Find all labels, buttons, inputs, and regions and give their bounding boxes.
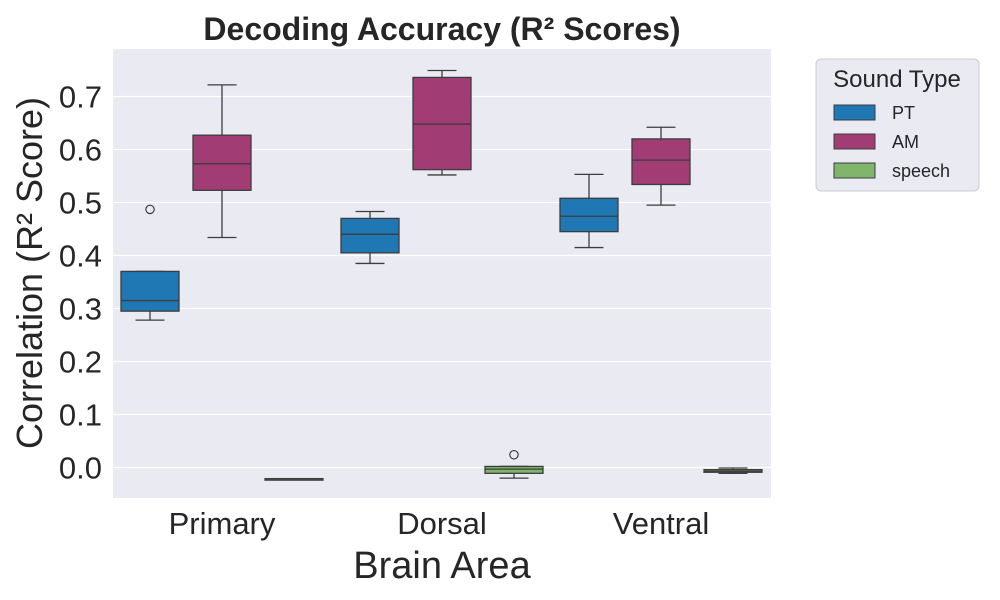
- box-pt-dorsal: [340, 210, 400, 265]
- legend-swatch: [833, 162, 876, 179]
- box-speech-dorsal: [484, 449, 544, 479]
- legend-label: PT: [892, 103, 915, 123]
- x-tick-label: Dorsal: [397, 506, 487, 541]
- box-iqr: [340, 217, 400, 254]
- legend-item-pt: PT: [833, 103, 915, 123]
- box-speech-primary: [264, 477, 324, 481]
- x-tick-label: Primary: [169, 506, 276, 541]
- box-plots: [120, 69, 763, 481]
- y-tick-label: 0.4: [59, 239, 102, 274]
- box-iqr: [192, 134, 252, 191]
- y-tick-label: 0.2: [59, 345, 102, 380]
- legend-item-am: AM: [833, 132, 919, 152]
- legend: Sound Type PT AM speech: [815, 58, 980, 192]
- x-axis-label: Brain Area: [353, 545, 531, 587]
- legend-label: AM: [892, 132, 919, 152]
- box-pt-ventral: [559, 173, 619, 249]
- legend-title: Sound Type: [833, 66, 961, 93]
- box-am-ventral: [631, 126, 691, 206]
- outlier-point: [145, 204, 155, 215]
- y-tick-label: 0.6: [59, 133, 102, 168]
- box-iqr: [120, 270, 180, 312]
- box-am-primary: [192, 84, 252, 239]
- box-iqr: [631, 138, 691, 186]
- box-iqr: [484, 465, 544, 474]
- legend-item-speech: speech: [833, 161, 950, 181]
- y-tick-label: 0.5: [59, 186, 102, 221]
- x-tick-labels: Primary Dorsal Ventral: [169, 506, 710, 541]
- y-tick-label: 0.1: [59, 398, 102, 433]
- y-tick-label: 0.3: [59, 292, 102, 327]
- box-pt-primary: [120, 204, 180, 321]
- legend-frame: [815, 58, 980, 192]
- box-iqr: [559, 197, 619, 233]
- legend-swatch: [833, 104, 876, 121]
- y-tick-label: 0.0: [59, 451, 102, 486]
- legend-label: speech: [892, 161, 950, 181]
- x-tick-label: Ventral: [613, 506, 710, 541]
- box-am-dorsal: [412, 69, 472, 176]
- box-speech-ventral: [703, 467, 763, 474]
- y-tick-labels: 0.0 0.1 0.2 0.3 0.4 0.5 0.6 0.7: [59, 80, 102, 486]
- outlier-point: [509, 449, 519, 460]
- y-axis-label: Correlation (R² Score): [9, 97, 50, 449]
- chart-title: Decoding Accuracy (R² Scores): [203, 11, 680, 47]
- legend-swatch: [833, 133, 876, 150]
- y-tick-label: 0.7: [59, 80, 102, 115]
